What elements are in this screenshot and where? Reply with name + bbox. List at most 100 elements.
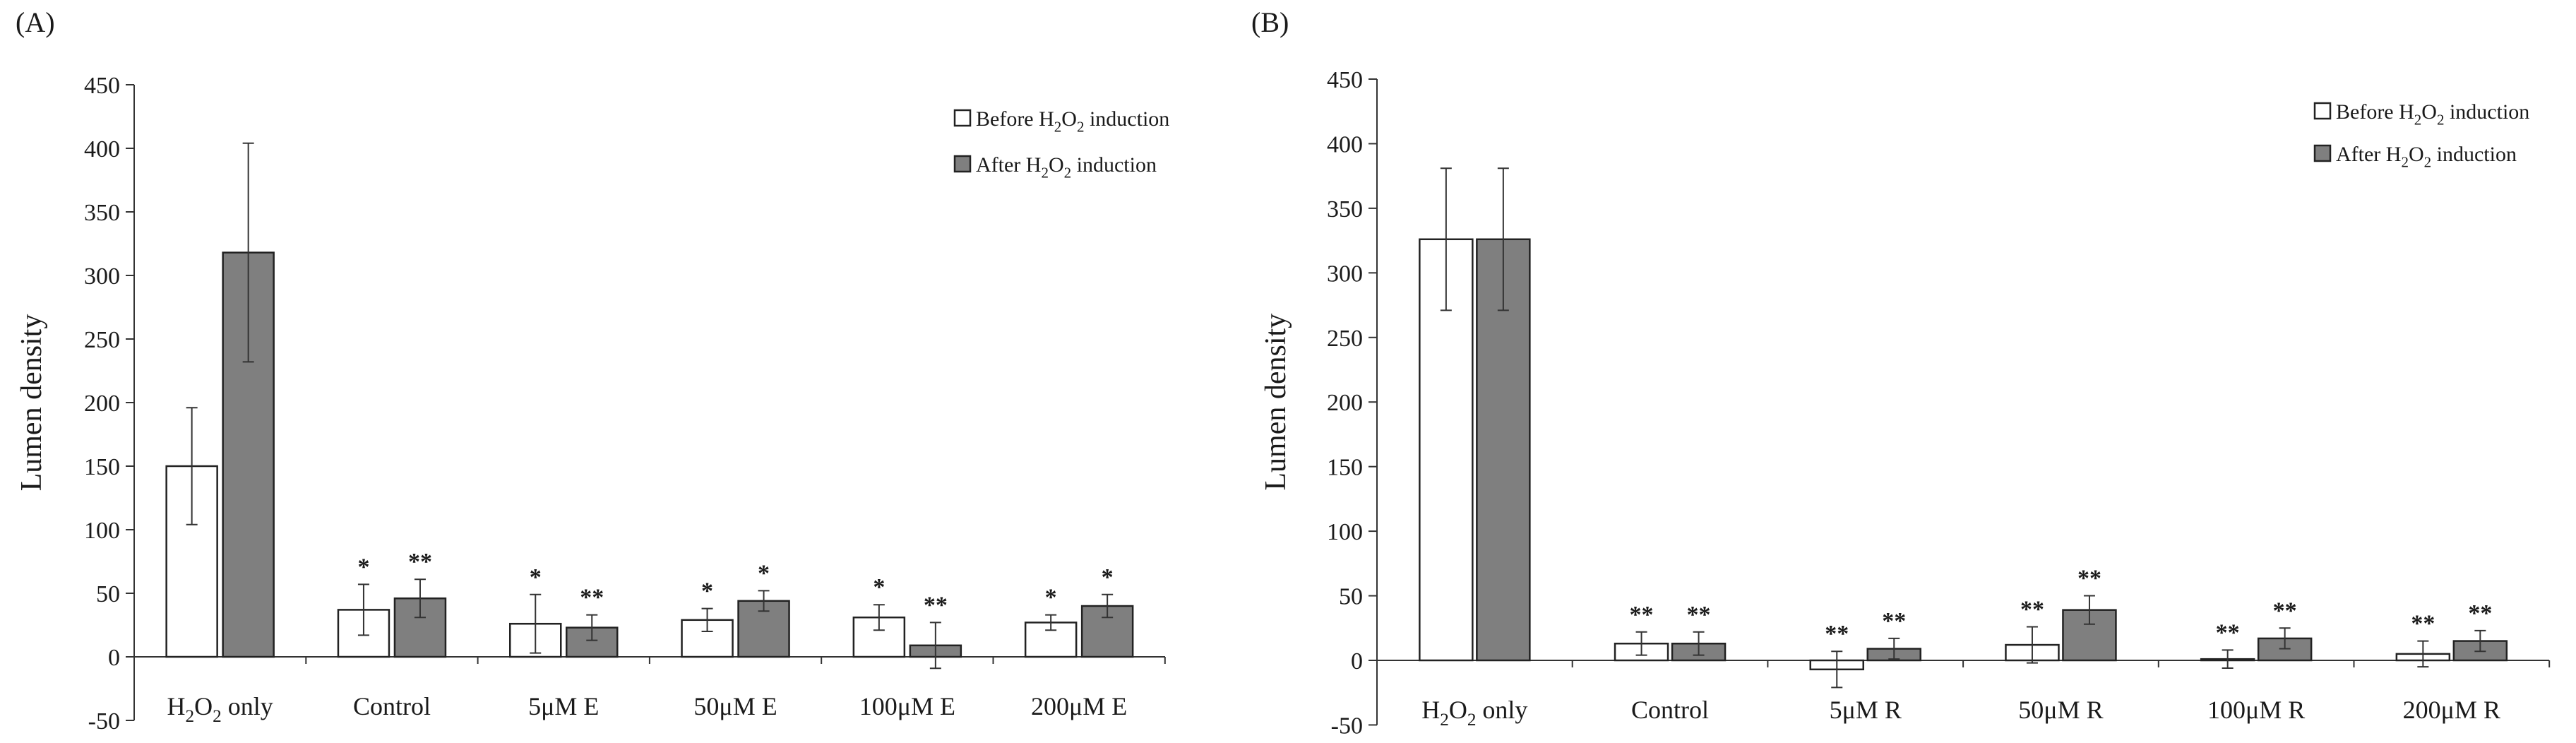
legend-swatch-after xyxy=(953,155,972,173)
significance-mark: ** xyxy=(2273,598,2297,624)
x-tick-label: 50μM R xyxy=(2018,696,2103,724)
legend-label-after-mid: O xyxy=(2409,143,2424,166)
significance-mark: * xyxy=(1102,564,1114,590)
y-tick-label: 200 xyxy=(1327,390,1363,416)
y-tick-label: 250 xyxy=(84,327,120,353)
y-tick-label: -50 xyxy=(88,708,120,735)
x-tick-label-h2o2-only-suffix: only xyxy=(1476,696,1527,724)
significance-mark: ** xyxy=(2216,619,2240,646)
y-tick-label: 100 xyxy=(84,518,120,544)
x-tick-label: 100μM R xyxy=(2207,696,2305,724)
x-tick-label-h2o2-only-sub2: 2 xyxy=(1467,711,1477,730)
legend-label-after-prefix: After H xyxy=(976,153,1041,177)
x-tick-label: 200μM E xyxy=(1031,692,1127,720)
x-tick-label: 50μM E xyxy=(693,692,777,720)
y-tick-label: 400 xyxy=(1327,131,1363,157)
x-tick-label-h2o2-only-prefix: H xyxy=(1421,696,1440,724)
significance-mark: * xyxy=(701,578,713,605)
legend-swatch-before xyxy=(2313,102,2332,120)
legend-label-before-mid: O xyxy=(2421,100,2437,124)
legend-label-after-sub2: 2 xyxy=(1064,164,1072,181)
legend-label-before-sub2: 2 xyxy=(2437,111,2445,128)
legend-label-before-sub2: 2 xyxy=(1077,118,1085,135)
y-tick-label: 50 xyxy=(1339,584,1363,610)
y-tick-label: 350 xyxy=(84,200,120,226)
legend-label-before: Before H2O2 induction xyxy=(976,107,1169,135)
significance-mark: ** xyxy=(1630,602,1654,628)
x-tick-label-h2o2-only-mid: O xyxy=(1449,696,1467,724)
significance-mark: ** xyxy=(2077,566,2101,592)
legend-label-before-suffix: induction xyxy=(1084,107,1169,131)
significance-mark: * xyxy=(873,574,885,600)
legend-label-before-suffix: induction xyxy=(2444,100,2529,124)
significance-mark: ** xyxy=(2468,600,2492,626)
y-axis-label: Lumen density xyxy=(16,314,48,492)
significance-mark: ** xyxy=(408,549,432,575)
x-tick-label: Control xyxy=(353,692,431,720)
y-tick-label: 400 xyxy=(84,136,120,162)
x-tick-label-h2o2-only: H2O2 only xyxy=(167,692,273,726)
x-tick-label: 5μM E xyxy=(528,692,599,720)
legend-label-after: After H2O2 induction xyxy=(2336,143,2517,170)
y-tick-label: 100 xyxy=(1327,519,1363,545)
x-tick-label-h2o2-only-mid: O xyxy=(194,692,213,720)
significance-mark: ** xyxy=(580,585,604,611)
significance-mark: ** xyxy=(1882,608,1906,634)
legend-label-after-sub1: 2 xyxy=(1041,164,1049,181)
legend-label-after-sub1: 2 xyxy=(2401,153,2409,170)
x-tick-label: 200μM R xyxy=(2403,696,2500,724)
x-tick-label: 5μM R xyxy=(1830,696,1902,724)
y-tick-label: 150 xyxy=(1327,455,1363,481)
y-tick-label: 150 xyxy=(84,454,120,480)
y-tick-label: 0 xyxy=(1351,648,1363,674)
x-tick-label-h2o2-only-sub1: 2 xyxy=(186,707,195,726)
y-tick-label: 200 xyxy=(84,391,120,417)
y-tick-label: 350 xyxy=(1327,196,1363,222)
x-tick-label: Control xyxy=(1631,696,1709,724)
significance-mark: ** xyxy=(2020,596,2044,622)
y-tick-label: -50 xyxy=(1331,713,1363,739)
significance-mark: ** xyxy=(2411,611,2435,637)
y-tick-label: 50 xyxy=(96,581,120,607)
legend-label-after-prefix: After H xyxy=(2336,143,2401,166)
significance-mark: * xyxy=(1045,585,1057,611)
legend-label-before-prefix: Before H xyxy=(2336,100,2414,124)
legend-swatch-after xyxy=(2313,144,2332,162)
legend-label-after-suffix: induction xyxy=(1071,153,1157,177)
y-axis-label: Lumen density xyxy=(1260,314,1292,491)
significance-mark: * xyxy=(530,564,542,590)
x-tick-label-h2o2-only: H2O2 only xyxy=(1421,696,1527,730)
x-tick-label-h2o2-only-prefix: H xyxy=(167,692,186,720)
x-tick-label-h2o2-only-sub1: 2 xyxy=(1440,711,1449,730)
panel-label: (B) xyxy=(1251,6,1289,38)
legend-label-before-sub1: 2 xyxy=(2414,111,2422,128)
y-tick-label: 0 xyxy=(108,645,120,671)
panel-label: (A) xyxy=(16,6,55,38)
legend-label-after-mid: O xyxy=(1049,153,1064,177)
legend-label-before: Before H2O2 induction xyxy=(2336,100,2529,128)
legend-label-after: After H2O2 induction xyxy=(976,153,1157,181)
y-tick-label: 250 xyxy=(1327,326,1363,352)
x-tick-label: 100μM E xyxy=(859,692,955,720)
legend-label-before-mid: O xyxy=(1061,107,1077,131)
y-tick-label: 450 xyxy=(84,73,120,99)
x-tick-label-h2o2-only-sub2: 2 xyxy=(213,707,222,726)
significance-mark: ** xyxy=(924,592,948,618)
chart-panel-a: (A) -50 0 50 100 150 200 250 300 350 400 450 Lumen d… xyxy=(16,6,1169,735)
legend-label-before-prefix: Before H xyxy=(976,107,1054,131)
x-tick-label-h2o2-only-suffix: only xyxy=(222,692,273,720)
y-tick-label: 300 xyxy=(84,263,120,290)
y-tick-label: 300 xyxy=(1327,261,1363,287)
significance-mark: * xyxy=(758,560,770,586)
legend-label-after-suffix: induction xyxy=(2431,143,2517,166)
significance-mark: ** xyxy=(1825,621,1849,647)
significance-mark: * xyxy=(357,554,369,580)
y-tick-label: 450 xyxy=(1327,67,1363,93)
legend-label-before-sub1: 2 xyxy=(1054,118,1062,135)
significance-mark: ** xyxy=(1687,602,1711,628)
chart-panel-b: (B) -50 0 50 100 150 200 250 300 350 400 450 Lumen d… xyxy=(1251,6,2551,739)
legend-label-after-sub2: 2 xyxy=(2424,153,2432,170)
